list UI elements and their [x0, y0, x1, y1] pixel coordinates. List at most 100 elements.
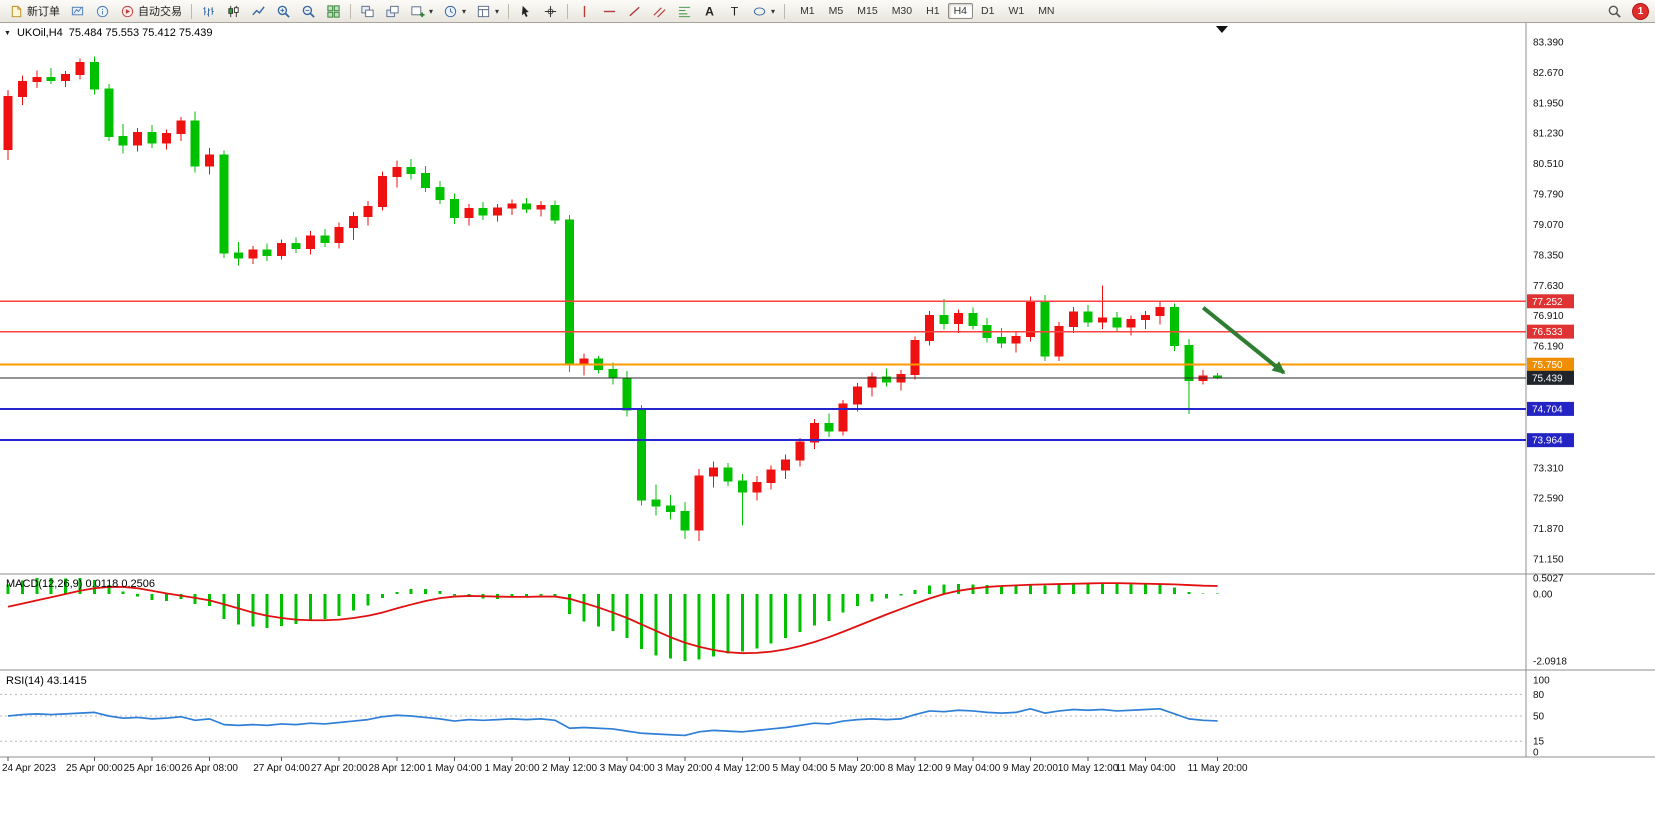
- cursor-button[interactable]: [514, 1, 537, 21]
- price-badge-value: 75.750: [1532, 360, 1563, 371]
- svg-text:100: 100: [1533, 676, 1550, 687]
- candle-body: [493, 207, 503, 216]
- trendline-icon: [627, 4, 642, 19]
- candle-body: [723, 467, 733, 482]
- time-axis[interactable]: 24 Apr 2023 25 Apr 00:00 25 Apr 16:00 26 Ap…: [2, 757, 1248, 774]
- timeframe-m15-button[interactable]: M15: [857, 5, 878, 17]
- templates-button[interactable]: ▾: [472, 1, 503, 21]
- candle-body: [133, 131, 143, 146]
- tile-windows-button[interactable]: [322, 1, 345, 21]
- candle-body: [161, 133, 171, 144]
- new-chart-button[interactable]: ▾: [406, 1, 437, 21]
- timeframe-h1-button[interactable]: H1: [926, 5, 940, 17]
- candle-body: [968, 313, 978, 326]
- candle-body: [17, 81, 27, 97]
- candle-body: [1083, 311, 1093, 323]
- channel-button[interactable]: [648, 1, 671, 21]
- data-window-button[interactable]: [91, 1, 114, 21]
- candle-body: [262, 249, 272, 256]
- candle-body: [550, 204, 560, 221]
- arrange-windows-button[interactable]: [356, 1, 379, 21]
- time-label: 5 May 20:00: [830, 763, 885, 774]
- time-label: 25 Apr 00:00: [66, 763, 123, 774]
- candle-body: [1169, 307, 1179, 347]
- cascade-windows-button[interactable]: [381, 1, 404, 21]
- zoom-in-icon: [276, 4, 291, 19]
- vertical-line-button[interactable]: [573, 1, 596, 21]
- svg-text:73.310: 73.310: [1533, 463, 1564, 474]
- svg-text:15: 15: [1533, 737, 1545, 748]
- svg-text:76.190: 76.190: [1533, 342, 1564, 353]
- trend-arrow[interactable]: [1201, 306, 1286, 375]
- indicator-axes[interactable]: 0.5027 0.00 -2.0918 100 80 50 150: [1533, 573, 1567, 758]
- candle-body: [464, 207, 474, 218]
- price-badge: [1527, 433, 1574, 448]
- profiles-icon: [70, 4, 85, 19]
- notification-badge[interactable]: 1: [1632, 2, 1649, 20]
- candle-chart-button[interactable]: [222, 1, 245, 21]
- price-axis[interactable]: 83.390 82.670 81.950 81.230 80.510 79.790 79.0…: [1533, 38, 1564, 566]
- candle-body: [608, 368, 618, 379]
- chart-canvas[interactable]: 83.390 82.670 81.950 81.230 80.510 79.790 79.0…: [0, 23, 1655, 826]
- svg-text:80.510: 80.510: [1533, 159, 1564, 170]
- time-label: 10 May 12:00: [1058, 763, 1119, 774]
- horizontal-line-button[interactable]: [598, 1, 621, 21]
- new-order-button[interactable]: 新订单: [5, 1, 64, 21]
- profiles-button[interactable]: [66, 1, 89, 21]
- hline-icon: [602, 4, 617, 19]
- candle-body: [421, 172, 431, 189]
- candle-body: [190, 120, 200, 167]
- time-label: 1 May 20:00: [484, 763, 539, 774]
- crosshair-button[interactable]: [539, 1, 562, 21]
- svg-text:82.670: 82.670: [1533, 68, 1564, 79]
- timeframe-w1-button[interactable]: W1: [1008, 5, 1025, 17]
- cascade-icon: [385, 4, 400, 19]
- candle-body: [349, 215, 359, 228]
- candle-body: [291, 242, 301, 250]
- autotrade-button[interactable]: 自动交易: [116, 1, 186, 21]
- dropdown-arrow-icon[interactable]: ▾: [495, 6, 500, 16]
- line-chart-button[interactable]: [247, 1, 270, 21]
- candle-body: [449, 199, 459, 218]
- candle-body: [478, 207, 488, 216]
- candle-body: [521, 203, 531, 210]
- zoom-out-button[interactable]: [297, 1, 320, 21]
- label-button[interactable]: T: [723, 1, 746, 21]
- trendline-button[interactable]: [623, 1, 646, 21]
- shapes-button[interactable]: ▾: [748, 1, 779, 21]
- price-lines: [0, 300, 1526, 442]
- candle-body: [997, 336, 1007, 344]
- price-badges: 77.252 76.533 75.750 75.439 74.704 73.964: [1527, 294, 1574, 448]
- collapse-chart-icon[interactable]: ▼: [4, 29, 11, 37]
- timeframe-h4-button[interactable]: H4: [947, 3, 973, 19]
- time-label: 27 Apr 04:00: [253, 763, 310, 774]
- price-badge: [1527, 401, 1574, 416]
- zoom-in-button[interactable]: [272, 1, 295, 21]
- timeframe-m5-button[interactable]: M5: [828, 5, 844, 17]
- search-button[interactable]: [1603, 1, 1626, 21]
- bar-chart-button[interactable]: [197, 1, 220, 21]
- vline-icon: [577, 4, 592, 19]
- autotrade-button-label: 自动交易: [138, 6, 182, 18]
- candle-body: [694, 475, 704, 531]
- svg-text:79.790: 79.790: [1533, 190, 1564, 201]
- bar-chart-icon: [201, 4, 216, 19]
- candle-body: [939, 314, 949, 325]
- timeframe-d1-button[interactable]: D1: [981, 5, 995, 17]
- periods-button[interactable]: ▾: [439, 1, 470, 21]
- dropdown-arrow-icon[interactable]: ▾: [429, 6, 434, 16]
- toolbar: 新订单 自动交易 ▾ ▾ ▾ A T ▾ M1 M5 M15 M30 H1 H4 D1 W1 MN 1: [0, 0, 1655, 23]
- candle-body: [1040, 301, 1050, 357]
- fibonacci-button[interactable]: [673, 1, 696, 21]
- timeframe-mn-button[interactable]: MN: [1038, 5, 1055, 17]
- dropdown-arrow-icon[interactable]: ▾: [462, 6, 467, 16]
- svg-text:50: 50: [1533, 712, 1545, 723]
- dropdown-arrow-icon[interactable]: ▾: [771, 6, 776, 16]
- candle-body: [1184, 345, 1194, 381]
- timeframe-m1-button[interactable]: M1: [800, 5, 815, 17]
- price-badge-value: 73.964: [1532, 436, 1563, 447]
- text-button[interactable]: A: [698, 1, 721, 21]
- timeframe-m30-button[interactable]: M30: [891, 5, 913, 17]
- candle-body: [277, 242, 287, 256]
